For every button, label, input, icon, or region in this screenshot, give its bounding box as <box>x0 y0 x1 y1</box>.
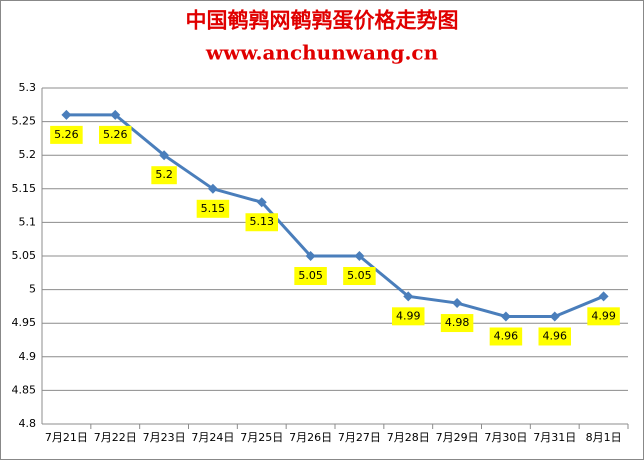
data-label: 5.15 <box>201 202 226 215</box>
label-box <box>343 267 376 285</box>
data-label: 5.26 <box>103 128 128 141</box>
data-label: 5.26 <box>54 128 79 141</box>
data-label: 4.99 <box>591 309 616 322</box>
x-tick-label: 8月1日 <box>586 431 622 444</box>
y-tick-label: 5.25 <box>12 115 37 128</box>
data-label: 5.2 <box>155 168 173 181</box>
data-label: 4.98 <box>445 316 470 329</box>
chart-subtitle: www.anchunwang.cn <box>205 41 439 65</box>
data-label: 4.99 <box>396 309 421 322</box>
marker <box>256 197 267 208</box>
y-tick-label: 4.8 <box>19 417 37 430</box>
label-box <box>151 166 177 185</box>
x-tick-label: 7月24日 <box>191 431 234 444</box>
label-box <box>196 199 230 218</box>
y-tick-label: 5.2 <box>19 148 37 161</box>
y-tick-label: 5.1 <box>19 215 37 228</box>
y-tick-label: 5.3 <box>19 81 37 94</box>
x-tick-label: 7月30日 <box>484 431 527 444</box>
y-tick-label: 4.95 <box>12 316 37 329</box>
marker <box>61 109 72 120</box>
marker <box>110 109 121 120</box>
y-tick-label: 5.05 <box>12 249 37 262</box>
marker <box>403 291 414 302</box>
x-tick-label: 7月28日 <box>387 431 430 444</box>
data-label: 5.05 <box>298 269 323 282</box>
x-tick-label: 7月22日 <box>94 431 137 444</box>
y-tick-label: 5.15 <box>12 182 37 195</box>
data-label: 5.05 <box>347 269 372 282</box>
x-tick-label: 7月29日 <box>436 431 479 444</box>
label-box <box>99 125 132 144</box>
label-box <box>440 314 474 333</box>
x-tick-label: 7月23日 <box>143 431 186 444</box>
marker <box>354 251 365 261</box>
label-box <box>245 213 278 232</box>
marker <box>452 298 463 309</box>
marker <box>598 291 609 302</box>
x-tick-label: 7月26日 <box>289 431 332 444</box>
chart-title: 中国鹌鹑网鹌鹑蛋价格走势图 <box>186 8 459 33</box>
y-tick-label: 5 <box>29 283 36 296</box>
x-tick-label: 7月25日 <box>240 431 283 444</box>
marker <box>500 311 511 322</box>
label-box <box>50 125 83 144</box>
x-tick-label: 7月27日 <box>338 431 381 444</box>
marker <box>159 150 170 161</box>
data-label: 4.96 <box>543 329 568 342</box>
data-label: 4.96 <box>494 329 519 342</box>
marker <box>549 311 560 322</box>
label-box <box>294 267 327 285</box>
line <box>66 113 605 318</box>
y-tick-label: 4.85 <box>12 383 37 396</box>
marker <box>207 183 218 194</box>
marker <box>305 251 316 261</box>
x-tick-label: 7月21日 <box>45 431 88 444</box>
label-box <box>392 307 425 326</box>
x-tick-label: 7月31日 <box>533 431 576 444</box>
label-box <box>587 307 620 326</box>
y-tick-label: 4.9 <box>19 350 37 363</box>
label-box <box>538 327 571 346</box>
label-box <box>489 327 523 346</box>
data-label: 5.13 <box>250 215 275 228</box>
